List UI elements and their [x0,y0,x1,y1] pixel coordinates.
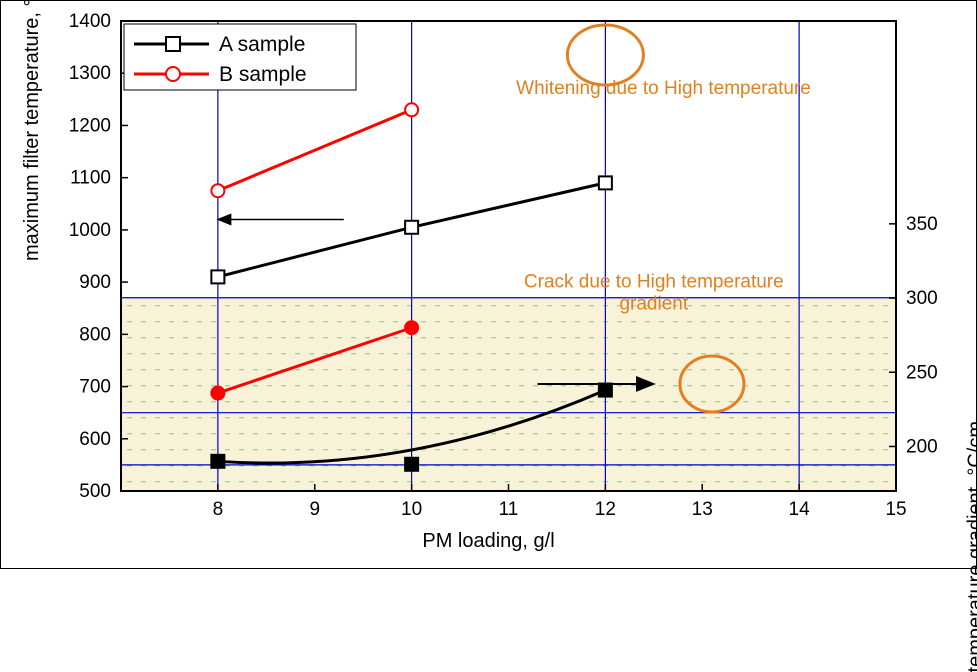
svg-text:14: 14 [789,499,811,520]
svg-text:1200: 1200 [69,115,111,136]
svg-text:gradient: gradient [619,293,688,314]
svg-text:1400: 1400 [69,11,111,32]
svg-text:600: 600 [79,429,111,450]
svg-text:A sample: A sample [219,33,305,56]
svg-text:350: 350 [906,214,938,235]
chart-svg: 8 9 10 11 12 13 14 15 500 600 700 800 900 1000 1100 120… [1,1,977,570]
svg-text:Crack due to High temperature: Crack due to High temperature [524,271,784,292]
y2-axis-label: temperature gradient, °C/cm [964,421,977,672]
svg-text:300: 300 [906,288,938,309]
svg-text:13: 13 [692,499,713,520]
svg-text:11: 11 [499,499,519,520]
svg-text:8: 8 [213,499,224,520]
svg-text:9: 9 [309,499,320,520]
x-axis-label: PM loading, g/l [422,530,554,553]
svg-text:15: 15 [885,499,906,520]
svg-text:1100: 1100 [70,168,111,189]
svg-text:700: 700 [79,377,111,398]
svg-text:10: 10 [401,499,422,520]
svg-text:1000: 1000 [69,220,111,241]
svg-text:800: 800 [79,324,111,345]
svg-text:500: 500 [79,481,111,502]
svg-text:B sample: B sample [219,63,307,86]
svg-text:200: 200 [906,436,938,457]
svg-text:12: 12 [595,499,616,520]
svg-text:900: 900 [79,272,111,293]
chart-frame: 8 9 10 11 12 13 14 15 500 600 700 800 900 1000 1100 120… [0,0,977,569]
y1-axis-label: maximum filter temperature, °C [21,0,44,261]
svg-text:250: 250 [906,362,938,383]
svg-text:Whitening due to High temperat: Whitening due to High temperature [516,78,811,99]
svg-text:1300: 1300 [69,63,111,84]
